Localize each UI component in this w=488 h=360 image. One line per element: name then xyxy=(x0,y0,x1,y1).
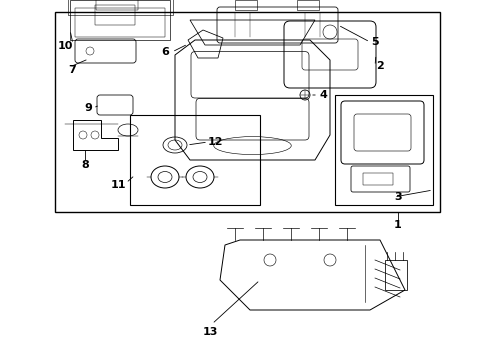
Text: 2: 2 xyxy=(375,61,383,71)
Text: 1: 1 xyxy=(393,220,401,230)
Bar xyxy=(296,0,318,10)
Text: 4: 4 xyxy=(318,90,326,100)
Text: 5: 5 xyxy=(370,37,378,47)
Text: 3: 3 xyxy=(393,192,401,202)
Bar xyxy=(70,0,170,40)
Bar xyxy=(95,5,135,25)
Bar xyxy=(68,0,173,15)
Bar xyxy=(235,0,257,10)
Text: 12: 12 xyxy=(207,137,223,147)
Text: 9: 9 xyxy=(84,103,92,113)
Text: 7: 7 xyxy=(68,65,76,75)
Text: 8: 8 xyxy=(81,160,89,170)
Text: 6: 6 xyxy=(161,47,168,57)
Bar xyxy=(334,95,432,205)
Bar xyxy=(130,115,260,205)
Text: 13: 13 xyxy=(202,327,217,337)
Text: 11: 11 xyxy=(110,180,125,190)
Bar xyxy=(96,0,138,10)
Bar xyxy=(75,8,164,37)
Text: 10: 10 xyxy=(57,41,73,51)
Bar xyxy=(362,173,392,185)
Bar xyxy=(55,12,439,212)
Bar xyxy=(384,260,406,290)
